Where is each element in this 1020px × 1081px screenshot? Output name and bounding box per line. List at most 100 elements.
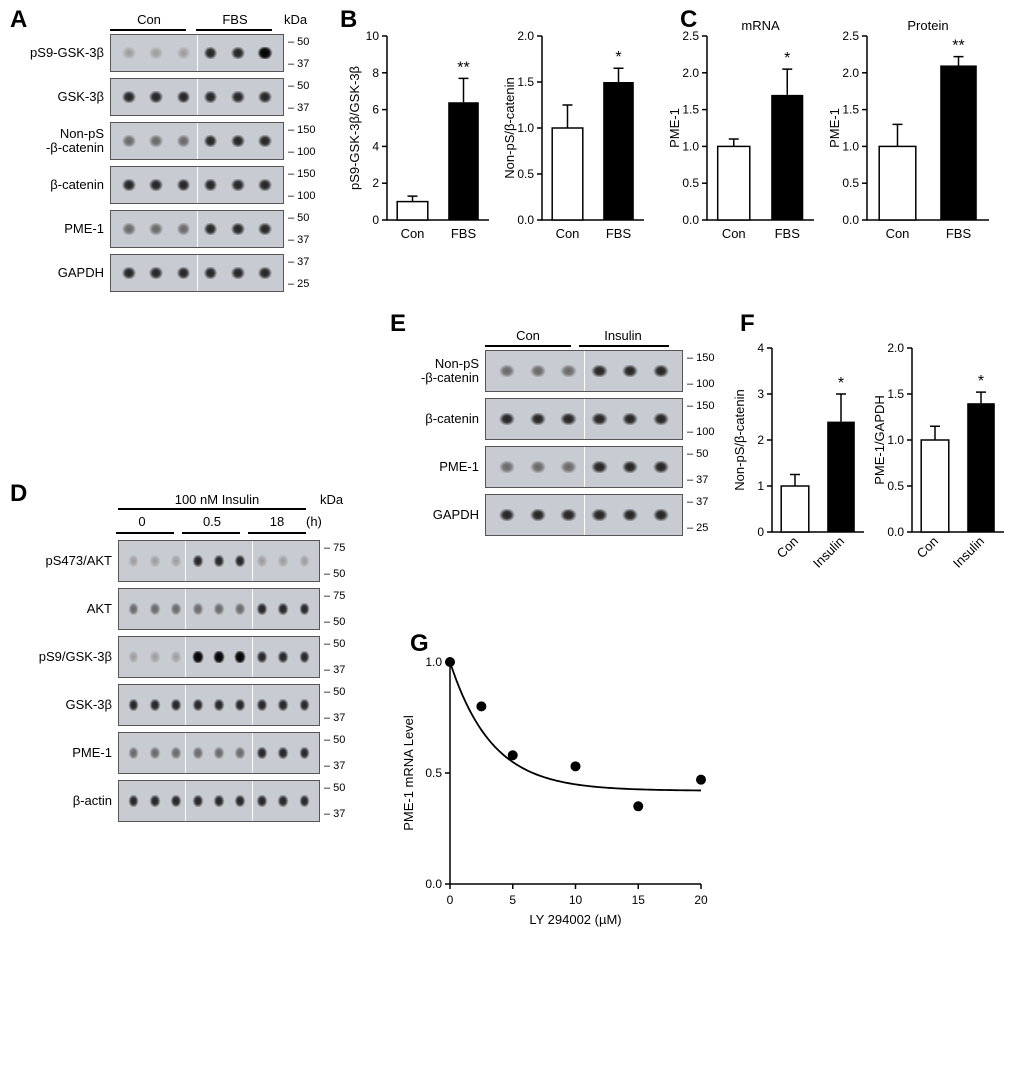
blot-image [110,166,284,204]
y-tick-label: 2.0 [842,66,859,80]
significance-marker: * [784,50,790,67]
blot-label: GAPDH [20,266,110,280]
condition-bar [196,29,272,31]
blot-band [276,747,290,760]
blot-band [497,461,517,474]
time-label: 18 [257,514,297,529]
bar [781,486,809,532]
blot-label: β-actin [20,794,118,808]
y-tick-label: 4 [757,341,764,355]
condition-bar [579,345,669,347]
bar [940,65,977,220]
bar [552,128,583,220]
y-tick-label: 0 [757,525,764,539]
blot-label: Non-pS-β-catenin [395,357,485,386]
blot-band [229,47,247,59]
blot-band [147,223,165,235]
mw-label: – 37 [324,712,345,724]
bar-chart: 0246810pS9-GSK-3β/GSK-3βConFBS** [345,18,495,293]
blot-band [169,603,183,616]
mw-label: – 100 [288,190,316,202]
condition-label: FBS [200,12,270,27]
blot-band [148,747,162,760]
blot-image [118,684,320,726]
blot-band [147,267,165,279]
blot-image [485,350,683,392]
mw-label: – 50 [324,638,345,650]
mw-label: – 75 [324,542,345,554]
blot-row: GSK-3β– 50– 37 [20,78,320,116]
mw-label: – 100 [687,426,715,438]
blot-band [528,413,548,426]
blot-band [620,413,640,426]
y-tick-label: 1.0 [887,433,904,447]
blot-band [298,651,312,664]
significance-marker: ** [457,59,469,76]
blot-image [110,78,284,116]
mw-label: – 37 [288,256,309,268]
blot-band [558,365,578,378]
blot-band [528,509,548,522]
data-point [508,750,518,760]
blot-row: pS9/GSK-3β– 50– 37 [20,636,356,678]
blot-band [233,747,247,760]
bar-chart: 0.00.51.01.52.02.5PME-1ProteinConFBS** [825,18,995,293]
blot-band [148,603,162,616]
condition-bar [118,508,306,510]
significance-marker: * [838,375,844,392]
blot-row: Non-pS-β-catenin – 150– 100 [20,122,320,160]
blot-band [589,413,609,426]
blot-band [298,747,312,760]
mw-label: – 50 [288,36,309,48]
x-tick-label: FBS [946,226,972,241]
time-unit: (h) [306,514,322,529]
kda-label: kDa [320,492,343,507]
blot-image [110,254,284,292]
blot-image [485,398,683,440]
blot-image [110,34,284,72]
blot-row: β-catenin – 150– 100 [395,398,719,440]
blot-label: PME-1 [20,222,110,236]
mw-label: – 100 [687,378,715,390]
blot-band [620,365,640,378]
blot-row: GAPDH– 37– 25 [395,494,719,536]
blot-label: β-catenin [395,412,485,426]
x-tick-label: FBS [451,226,477,241]
blot-band [175,223,193,235]
mw-label: – 37 [288,234,309,246]
y-tick-label: 0.5 [842,176,859,190]
blot-panel: Non-pS-β-catenin – 150– 100β-catenin – 150… [395,350,719,542]
blot-band [620,509,640,522]
x-tick-label: Con [401,226,425,241]
mw-markers: – 150– 100 [683,399,719,439]
blot-band [212,795,226,808]
y-tick-label: 1.5 [887,387,904,401]
blot-band [212,651,226,664]
blot-label: Non-pS-β-catenin [20,127,110,156]
mw-markers: – 50– 37 [320,733,356,773]
significance-marker: * [615,49,621,66]
blot-band [589,509,609,522]
blot-row: GSK-3β– 50– 37 [20,684,356,726]
mw-label: – 37 [288,102,309,114]
x-tick-label: 20 [694,893,708,907]
data-point [476,701,486,711]
chart-title: mRNA [741,18,780,33]
blot-row: β-catenin– 150– 100 [20,166,320,204]
mw-markers: – 150– 100 [284,123,320,159]
blot-image [118,540,320,582]
mw-markers: – 50– 37 [320,637,356,677]
x-tick-label: 10 [569,893,583,907]
blot-band [497,413,517,426]
x-tick-label: 5 [509,893,516,907]
blot-label: AKT [20,602,118,616]
y-tick-label: 10 [366,29,380,43]
blot-header: 100 nM Insulin [132,492,302,507]
blot-band [233,699,247,712]
mw-markers: – 50– 37 [284,79,320,115]
x-tick-label: 15 [632,893,646,907]
y-tick-label: 0.0 [887,525,904,539]
blot-band [298,603,312,616]
y-tick-label: 0 [372,213,379,227]
blot-band [233,555,247,568]
